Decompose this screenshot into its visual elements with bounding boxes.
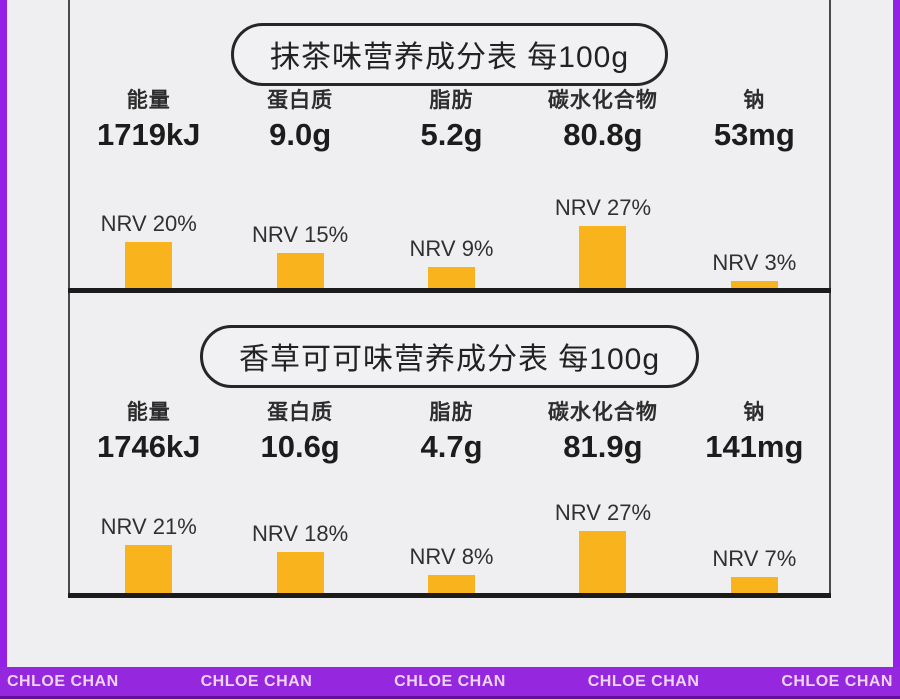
nrv-label: NRV 15% [252, 222, 349, 247]
nutrient-name: 碳水化合物 [547, 89, 658, 112]
nrv-column-sodium: NRV 7% [679, 546, 830, 593]
nrv-column-fat: NRV 9% [376, 236, 527, 288]
panel-matcha: 抹茶味营养成分表 每100g 能量 1719kJ 蛋白质 9.0g 脂肪 5.2… [69, 0, 830, 288]
nrv-bar-chart: NRV 20% NRV 15% NRV 9% NRV 27% NRV 3% [73, 168, 830, 288]
nutrient-name: 能量 [126, 89, 171, 112]
nutrient-sodium: 钠 141mg [679, 400, 830, 466]
nutrient-value: 141mg [705, 429, 804, 464]
nrv-label: NRV 7% [712, 546, 797, 571]
nutrient-value: 5.2g [420, 117, 483, 152]
nutrient-value: 10.6g [260, 429, 340, 464]
nutrient-name: 蛋白质 [267, 401, 334, 424]
nrv-label: NRV 8% [409, 544, 494, 569]
nutrient-name: 脂肪 [429, 89, 474, 112]
nrv-column-energy: NRV 20% [73, 211, 224, 288]
nutrient-protein: 蛋白质 9.0g [224, 88, 375, 154]
nrv-label: NRV 3% [712, 250, 797, 275]
nrv-bar [730, 281, 778, 288]
panel-title-pill: 抹茶味营养成分表 每100g [230, 23, 669, 86]
nutrient-name: 蛋白质 [267, 89, 334, 112]
nutrient-row: 能量 1746kJ 蛋白质 10.6g 脂肪 4.7g 碳水化合物 81.9g … [73, 400, 830, 466]
nutrient-sodium: 钠 53mg [679, 88, 830, 154]
nutrient-value: 81.9g [563, 429, 643, 464]
nrv-bar [276, 253, 324, 288]
nrv-bar [428, 267, 476, 288]
nrv-label: NRV 20% [100, 211, 197, 236]
nutrient-fat: 脂肪 4.7g [376, 400, 527, 466]
nutrient-energy: 能量 1719kJ [73, 88, 224, 154]
nrv-label: NRV 9% [409, 236, 494, 261]
nutrient-value: 4.7g [420, 429, 483, 464]
panel-title-pill: 香草可可味营养成分表 每100g [199, 325, 700, 388]
panel-title-wrap: 抹茶味营养成分表 每100g [69, 23, 830, 86]
frame-line-left [68, 0, 70, 598]
watermark-text: CHLOE CHAN [781, 672, 893, 690]
purple-edge-left [0, 0, 7, 699]
nrv-column-carbohydrate: NRV 27% [527, 195, 678, 288]
nutrient-carbohydrate: 碳水化合物 81.9g [527, 400, 678, 466]
nutrient-energy: 能量 1746kJ [73, 400, 224, 466]
nrv-bar [428, 575, 476, 593]
nutrient-name: 脂肪 [429, 401, 474, 424]
nrv-label: NRV 18% [252, 521, 349, 546]
watermark-text: CHLOE CHAN [587, 672, 700, 690]
nutrient-name: 碳水化合物 [547, 401, 658, 424]
nutrient-fat: 脂肪 5.2g [376, 88, 527, 154]
nutrient-carbohydrate: 碳水化合物 80.8g [527, 88, 678, 154]
nrv-column-carbohydrate: NRV 27% [527, 500, 678, 593]
nrv-column-sodium: NRV 3% [679, 250, 830, 288]
nrv-bar [125, 242, 173, 288]
nrv-bar-chart: NRV 21% NRV 18% NRV 8% NRV 27% NRV 7% [73, 473, 830, 593]
frame-line-right [829, 0, 831, 598]
nutrient-value: 1746kJ [96, 429, 201, 464]
nrv-bar [276, 552, 324, 593]
watermark-text: CHLOE CHAN [7, 672, 119, 690]
nrv-column-fat: NRV 8% [376, 544, 527, 593]
nutrient-value: 9.0g [269, 117, 332, 152]
nutrient-name: 钠 [743, 89, 766, 112]
nrv-label: NRV 27% [554, 195, 652, 220]
nutrient-name: 钠 [743, 401, 766, 424]
panel-2-axis-baseline [68, 593, 831, 598]
nrv-label: NRV 21% [100, 514, 197, 539]
nrv-bar [579, 226, 627, 288]
nrv-column-protein: NRV 15% [224, 222, 375, 288]
nrv-label: NRV 27% [554, 500, 652, 525]
nutrient-value: 53mg [713, 117, 795, 152]
nrv-bar [579, 531, 627, 593]
watermark-text: CHLOE CHAN [394, 672, 506, 690]
watermark-text: CHLOE CHAN [200, 672, 313, 690]
nutrient-value: 1719kJ [96, 117, 201, 152]
nrv-column-protein: NRV 18% [224, 521, 375, 593]
purple-edge-right [893, 0, 900, 699]
nutrient-value: 80.8g [563, 117, 643, 152]
panel-vanilla-cocoa: 香草可可味营养成分表 每100g 能量 1746kJ 蛋白质 10.6g 脂肪 … [69, 293, 830, 593]
watermark-banner: CHLOE CHAN CHLOE CHAN CHLOE CHAN CHLOE C… [0, 667, 900, 699]
nutrient-row: 能量 1719kJ 蛋白质 9.0g 脂肪 5.2g 碳水化合物 80.8g 钠… [73, 88, 830, 154]
panel-title-wrap: 香草可可味营养成分表 每100g [69, 325, 830, 388]
nutrient-name: 能量 [126, 401, 171, 424]
nutrient-protein: 蛋白质 10.6g [224, 400, 375, 466]
nrv-bar [125, 545, 173, 593]
nrv-bar [730, 577, 778, 593]
nrv-column-energy: NRV 21% [73, 514, 224, 593]
panel-1-axis-baseline [68, 288, 831, 293]
